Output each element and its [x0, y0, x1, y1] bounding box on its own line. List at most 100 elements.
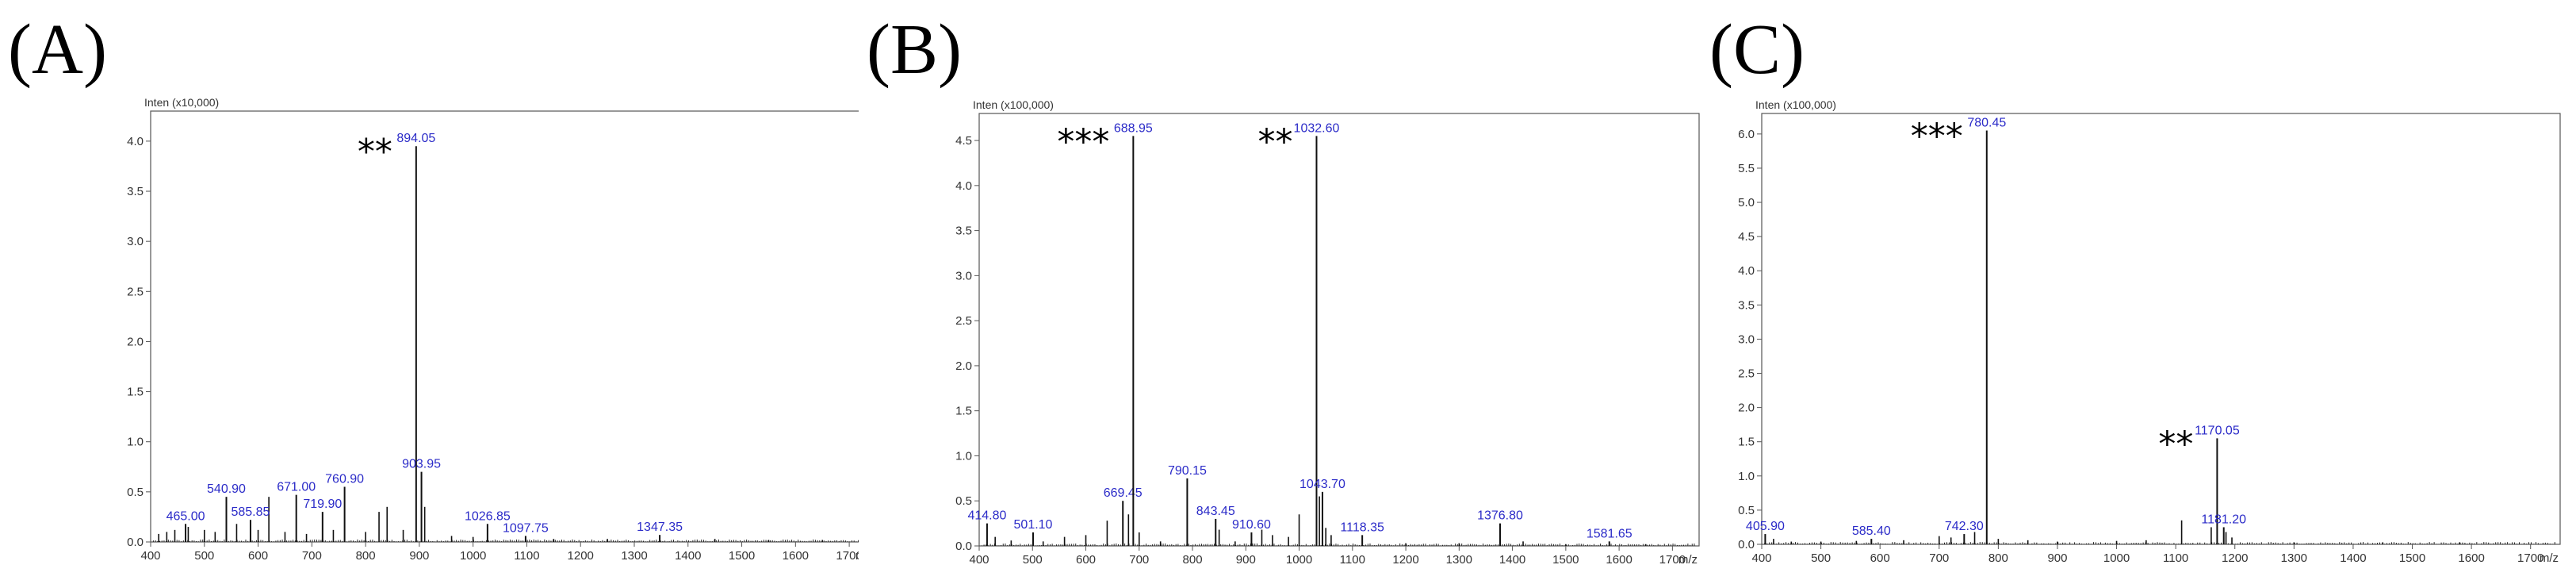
plot-frame — [150, 110, 859, 543]
y-tick-label: 1.5 — [127, 386, 144, 399]
peak-label: 1097.75 — [503, 521, 549, 535]
y-axis-label: Inten (x10,000) — [144, 96, 219, 109]
spectrum-chart-b: Inten (x100,000) 0.0 0.5 1.0 1.5 2.0 2.5 3.0 3.5… — [955, 98, 1700, 567]
x-tick-label: 900 — [409, 549, 429, 563]
peak-label: 465.00 — [167, 509, 205, 523]
peak-label: 1581.65 — [1587, 527, 1632, 540]
panel-a: (A) Inten (x10,000) 0.0 0.5 1.0 1.5 2.0 2.5 3.0… — [0, 0, 859, 584]
y-tick-label: 4.5 — [1738, 230, 1755, 244]
significance-marker: *** — [1911, 117, 1963, 157]
x-tick-label: 1200 — [1392, 553, 1418, 567]
y-tick-label: 0.5 — [1738, 504, 1755, 517]
plot-frame — [1761, 113, 2561, 545]
y-tick-label: 2.0 — [955, 359, 972, 373]
x-axis-label: m/z — [855, 549, 859, 563]
x-tick-label: 1200 — [2222, 551, 2248, 565]
peak-label: 780.45 — [1967, 117, 2006, 130]
peak-label: 501.10 — [1014, 518, 1053, 532]
x-tick-label: 1600 — [783, 549, 809, 563]
y-axis-label: Inten (x100,000) — [1755, 98, 1836, 111]
spectrum-chart-c: Inten (x100,000) 0.0 0.5 1.0 1.5 2.0 2.5 3.0 3.5… — [1738, 98, 2561, 565]
significance-marker: ** — [2158, 424, 2193, 464]
x-tick-label: 400 — [140, 549, 160, 563]
y-tick-label: 3.5 — [955, 225, 972, 238]
x-tick-label: 1100 — [1340, 553, 1365, 567]
significance-marker: ** — [1257, 121, 1292, 162]
x-tick-label: 900 — [1236, 553, 1256, 567]
x-tick-label: 1400 — [675, 549, 701, 563]
y-tick-label: 3.5 — [1738, 298, 1755, 312]
y-tick-label: 4.5 — [955, 134, 972, 148]
y-tick-label: 1.0 — [1738, 470, 1755, 483]
peak-label: 414.80 — [967, 509, 1006, 523]
peak-label: 760.90 — [325, 473, 364, 486]
y-tick-label: 3.0 — [1738, 332, 1755, 346]
x-tick-label: 1600 — [1606, 553, 1632, 567]
x-tick-label: 800 — [1183, 553, 1203, 567]
peak-label: 669.45 — [1104, 486, 1143, 500]
y-tick-label: 4.0 — [1738, 264, 1755, 278]
peak-label: 903.95 — [402, 458, 441, 471]
x-tick-label: 700 — [1129, 553, 1149, 567]
y-tick-label: 0.0 — [127, 536, 144, 549]
peak-label: 843.45 — [1196, 505, 1235, 518]
x-tick-label: 800 — [356, 549, 376, 563]
y-tick-label: 1.0 — [955, 449, 972, 463]
peak-label: 1347.35 — [637, 521, 683, 534]
x-tick-label: 700 — [1929, 551, 1949, 565]
peak-label: 671.00 — [277, 481, 316, 494]
peak-label: 1026.85 — [465, 509, 511, 523]
y-tick-label: 4.0 — [127, 135, 144, 148]
y-tick-label: 3.5 — [127, 185, 144, 198]
panel-label: (C) — [1709, 10, 1805, 89]
peak-label: 1043.70 — [1299, 478, 1345, 491]
significance-marker: *** — [1057, 121, 1109, 162]
y-tick-label: 0.0 — [1738, 538, 1755, 551]
peak-label: 910.60 — [1232, 518, 1271, 532]
y-tick-label: 2.5 — [1738, 367, 1755, 381]
y-tick-label: 3.0 — [127, 235, 144, 248]
x-tick-label: 1000 — [1286, 553, 1312, 567]
x-tick-label: 1300 — [1446, 553, 1472, 567]
panel-c: (C) Inten (x100,000) 0.0 0.5 1.0 1.5 2.0 2.5 3.… — [1709, 0, 2576, 584]
x-tick-label: 1600 — [2458, 551, 2484, 565]
y-tick-label: 6.0 — [1738, 128, 1755, 141]
x-tick-label: 1500 — [2399, 551, 2425, 565]
x-tick-label: 1300 — [2281, 551, 2307, 565]
x-tick-label: 1500 — [1552, 553, 1579, 567]
x-tick-label: 1100 — [2163, 551, 2188, 565]
peak-label: 1032.60 — [1294, 121, 1340, 135]
y-tick-label: 2.0 — [127, 335, 144, 348]
significance-marker: ** — [358, 132, 392, 172]
x-tick-label: 1700 — [836, 549, 859, 563]
x-tick-label: 1000 — [2103, 551, 2130, 565]
y-tick-label: 1.0 — [127, 436, 144, 449]
peak-label: 540.90 — [207, 482, 246, 496]
x-tick-label: 400 — [969, 553, 989, 567]
x-tick-label: 600 — [1870, 551, 1890, 565]
peak-label: 1118.35 — [1340, 521, 1384, 534]
x-tick-label: 1100 — [514, 549, 539, 563]
x-axis-label: m/z — [2540, 551, 2559, 565]
x-tick-label: 400 — [1751, 551, 1771, 565]
x-tick-label: 1700 — [1659, 553, 1686, 567]
x-tick-label: 600 — [1076, 553, 1096, 567]
peak-label: 719.90 — [303, 498, 342, 511]
x-tick-label: 1300 — [621, 549, 647, 563]
spectrum-chart-a: Inten (x10,000) 0.0 0.5 1.0 1.5 2.0 2.5 3.0 3.5 4… — [127, 96, 859, 563]
x-tick-label: 900 — [2047, 551, 2067, 565]
plot-frame — [978, 113, 1700, 547]
x-tick-label: 500 — [194, 549, 214, 563]
peak-label: 742.30 — [1945, 520, 1984, 533]
peak-label: 585.85 — [231, 505, 270, 519]
x-tick-label: 1400 — [1499, 553, 1525, 567]
x-tick-label: 1000 — [460, 549, 486, 563]
x-tick-label: 500 — [1811, 551, 1831, 565]
y-tick-label: 4.0 — [955, 179, 972, 193]
peak-label: 1181.20 — [2201, 513, 2246, 526]
y-axis-label: Inten (x100,000) — [973, 98, 1054, 111]
x-tick-label: 700 — [302, 549, 322, 563]
x-axis-label: m/z — [1678, 553, 1698, 567]
panel-b: (B) Inten (x100,000) 0.0 0.5 1.0 1.5 2.0 2.5 3.… — [859, 0, 1717, 584]
x-tick-label: 500 — [1023, 553, 1043, 567]
